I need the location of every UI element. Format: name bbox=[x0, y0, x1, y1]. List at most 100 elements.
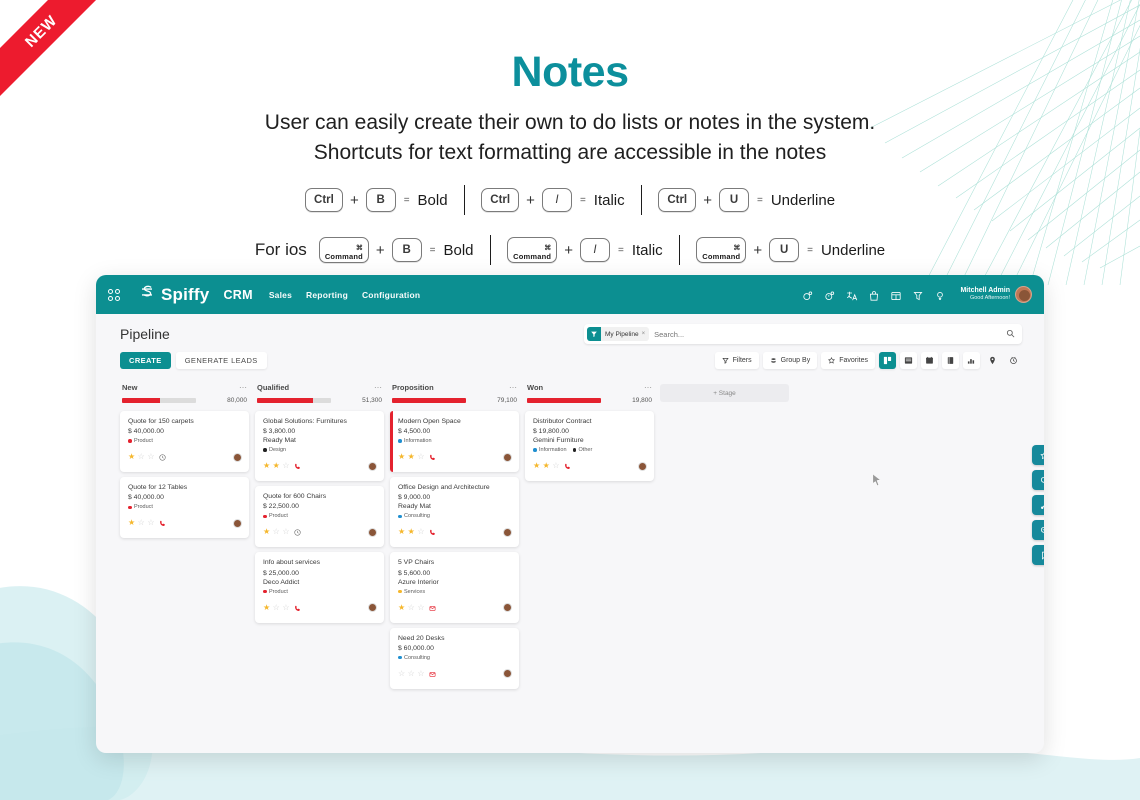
shortcut-group-underline-ios: ⌘ Command + U = Underline bbox=[696, 237, 885, 263]
group-by-button[interactable]: Group By bbox=[762, 352, 818, 369]
search-facet-my-pipeline[interactable]: My Pipeline × bbox=[587, 327, 650, 341]
avatar[interactable] bbox=[368, 461, 377, 471]
kanban-card-list: Global Solutions: Furnitures $ 3,800.00 … bbox=[255, 411, 384, 623]
avatar[interactable] bbox=[1015, 286, 1032, 303]
card-partner: Deco Addict bbox=[263, 578, 300, 586]
search-icon[interactable] bbox=[1006, 325, 1015, 343]
favorites-button[interactable]: Favorites bbox=[821, 352, 875, 369]
create-button[interactable]: CREATE bbox=[120, 352, 171, 369]
phone-icon[interactable] bbox=[429, 523, 436, 541]
kanban-card[interactable]: Info about services $ 25,000.00 Deco Add… bbox=[255, 552, 384, 623]
shortcut-group-bold: Ctrl + B = Bold bbox=[304, 188, 448, 212]
shortcut-divider bbox=[463, 185, 466, 215]
bookmark-icon[interactable] bbox=[1032, 545, 1044, 565]
command-symbol: ⌘ bbox=[355, 245, 363, 252]
card-priority-stars[interactable]: ★ ★ ☆ bbox=[533, 461, 560, 471]
avatar[interactable] bbox=[503, 669, 512, 679]
column-settings-icon[interactable]: ⋯ bbox=[239, 382, 247, 392]
mail-icon[interactable] bbox=[429, 665, 436, 683]
shortcut-divider bbox=[489, 235, 492, 265]
card-priority-stars[interactable]: ★ ☆ ☆ bbox=[128, 452, 155, 462]
signal-icon[interactable] bbox=[912, 289, 924, 301]
kanban-card[interactable]: Global Solutions: Furnitures $ 3,800.00 … bbox=[255, 411, 384, 482]
close-icon[interactable]: × bbox=[641, 331, 646, 337]
apps-grid-icon[interactable] bbox=[108, 288, 121, 301]
key-u: U bbox=[718, 188, 749, 212]
graph-view-icon[interactable] bbox=[963, 352, 980, 369]
mail-icon[interactable] bbox=[429, 599, 436, 617]
menu-item-reporting[interactable]: Reporting bbox=[306, 289, 348, 300]
avatar[interactable] bbox=[368, 603, 377, 613]
card-priority-stars[interactable]: ★ ☆ ☆ bbox=[398, 602, 425, 612]
activity-icon[interactable] bbox=[824, 289, 836, 301]
card-tag: Services bbox=[398, 589, 425, 595]
menu-item-configuration[interactable]: Configuration bbox=[361, 289, 421, 300]
result-italic: Italic bbox=[593, 191, 625, 209]
add-stage-button[interactable]: + Stage bbox=[660, 384, 789, 402]
avatar[interactable] bbox=[503, 527, 512, 537]
column-settings-icon[interactable]: ⋯ bbox=[509, 382, 517, 392]
card-priority-stars[interactable]: ★ ☆ ☆ bbox=[128, 518, 155, 528]
phone-icon[interactable] bbox=[564, 457, 571, 475]
card-priority-stars[interactable]: ★ ★ ☆ bbox=[263, 461, 290, 471]
phone-icon[interactable] bbox=[429, 448, 436, 466]
brand-logo[interactable]: Spiffy bbox=[137, 282, 209, 307]
avatar[interactable] bbox=[503, 603, 512, 613]
bulb-icon[interactable] bbox=[934, 289, 946, 301]
kanban-card[interactable]: 5 VP Chairs $ 5,600.00 Azure Interior Se… bbox=[390, 552, 519, 623]
bag-icon[interactable] bbox=[868, 289, 880, 301]
kanban-card[interactable]: Quote for 150 carpets $ 40,000.00 Produc… bbox=[120, 411, 249, 473]
phone-icon[interactable] bbox=[294, 599, 301, 617]
kanban-card[interactable]: Distributor Contract $ 19,800.00 Gemini … bbox=[525, 411, 654, 482]
kanban-card[interactable]: Modern Open Space $ 4,500.00 Information… bbox=[390, 411, 519, 473]
card-priority-stars[interactable]: ★ ☆ ☆ bbox=[263, 602, 290, 612]
command-text: Command bbox=[513, 252, 552, 261]
card-priority-stars[interactable]: ★ ★ ☆ bbox=[398, 527, 425, 537]
card-priority-stars[interactable]: ★ ★ ☆ bbox=[398, 452, 425, 462]
user-menu[interactable]: Mitchell Admin Good Afternoon! bbox=[960, 286, 1032, 303]
column-title: Proposition bbox=[392, 383, 434, 392]
search-input[interactable] bbox=[654, 329, 1006, 339]
command-text: Command bbox=[702, 252, 741, 261]
avatar[interactable] bbox=[233, 452, 242, 462]
list-view-icon[interactable] bbox=[900, 352, 917, 369]
kanban-card[interactable]: Need 20 Desks $ 60,000.00 Consulting ☆ ☆ ☆ bbox=[390, 627, 519, 689]
key-i: I bbox=[579, 238, 610, 262]
spiffy-mark-icon bbox=[137, 282, 157, 307]
app-header: Spiffy CRM Sales Reporting Configuration bbox=[96, 275, 1044, 314]
column-settings-icon[interactable]: ⋯ bbox=[374, 382, 382, 392]
kanban-card[interactable]: Office Design and Architecture $ 9,000.0… bbox=[390, 477, 519, 548]
menu-item-sales[interactable]: Sales bbox=[268, 289, 293, 300]
equals-sign: = bbox=[807, 244, 813, 256]
card-priority-stars[interactable]: ★ ☆ ☆ bbox=[263, 527, 290, 537]
card-title: Quote for 12 Tables bbox=[128, 484, 188, 492]
avatar[interactable] bbox=[638, 461, 647, 471]
kanban-card[interactable]: Quote for 600 Chairs $ 22,500.00 Product… bbox=[255, 486, 384, 548]
card-priority-stars[interactable]: ☆ ☆ ☆ bbox=[398, 668, 425, 678]
kanban-card[interactable]: Quote for 12 Tables $ 40,000.00 Product … bbox=[120, 477, 249, 539]
avatar[interactable] bbox=[233, 518, 242, 528]
generate-leads-button[interactable]: GENERATE LEADS bbox=[175, 352, 267, 369]
clock-icon[interactable] bbox=[158, 448, 166, 466]
map-view-icon[interactable] bbox=[984, 352, 1001, 369]
column-settings-icon[interactable]: ⋯ bbox=[644, 382, 652, 392]
zoom-icon[interactable] bbox=[1032, 520, 1044, 540]
search-icon[interactable] bbox=[1032, 470, 1044, 490]
avatar[interactable] bbox=[503, 452, 512, 462]
expand-icon[interactable] bbox=[1032, 495, 1044, 515]
translate-icon[interactable] bbox=[846, 289, 858, 301]
clock-icon[interactable] bbox=[293, 523, 301, 541]
grid-icon[interactable] bbox=[890, 289, 902, 301]
phone-icon[interactable] bbox=[294, 457, 301, 475]
search-bar[interactable]: My Pipeline × bbox=[584, 324, 1022, 344]
kanban-column-qualified: Qualified ⋯ 51,300 Global Solutions: Fur… bbox=[255, 383, 384, 623]
messaging-icon[interactable] bbox=[802, 289, 814, 301]
pivot-view-icon[interactable] bbox=[942, 352, 959, 369]
star-icon[interactable] bbox=[1032, 445, 1044, 465]
calendar-view-icon[interactable] bbox=[921, 352, 938, 369]
filters-button[interactable]: Filters bbox=[714, 352, 759, 369]
kanban-view-icon[interactable] bbox=[879, 352, 896, 369]
activity-view-icon[interactable] bbox=[1005, 352, 1022, 369]
avatar[interactable] bbox=[368, 527, 377, 537]
phone-icon[interactable] bbox=[159, 514, 166, 532]
